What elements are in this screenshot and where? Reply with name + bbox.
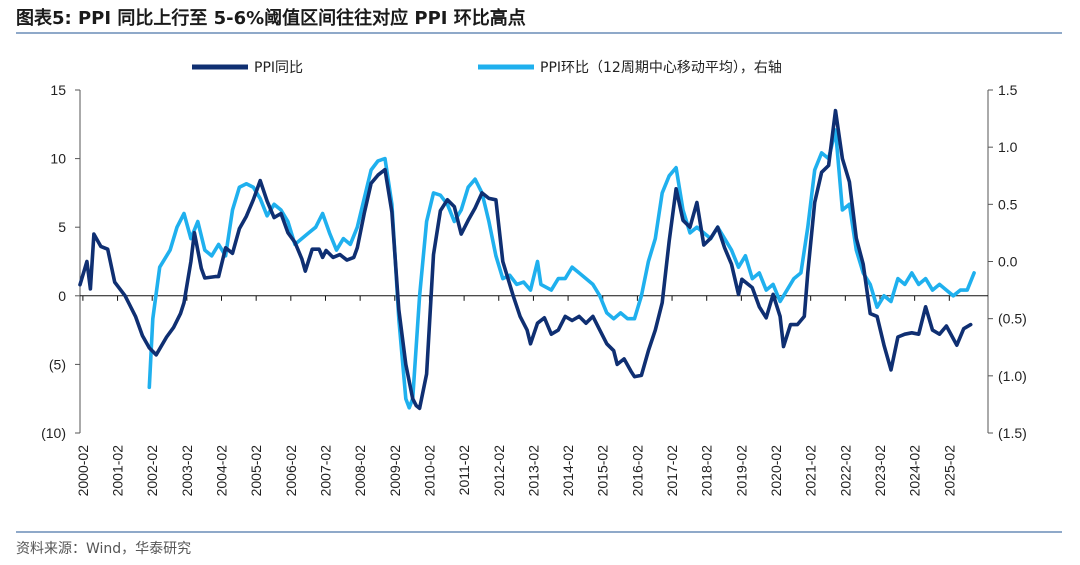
x-tick-label: 2011-02 — [456, 445, 472, 496]
left-tick-label: (5) — [49, 356, 66, 372]
series-line-ppi-yoy — [78, 108, 973, 411]
x-tick-label: 2001-02 — [110, 445, 126, 497]
x-tick-label: 2009-02 — [387, 445, 403, 497]
x-tick-label: 2002-02 — [144, 445, 160, 497]
top-divider — [16, 32, 1062, 34]
right-tick-label: (1.5) — [998, 425, 1027, 441]
right-tick-label: 0.0 — [998, 254, 1018, 270]
axes: 15 10 5 0 (5) (10) 1.5 1.0 0.5 0.0 (0.5) (1.0) (1.5)… — [41, 82, 1027, 496]
right-tick-label: (0.5) — [998, 311, 1027, 327]
x-tick-label: 2014-02 — [560, 445, 576, 497]
x-tick-label: 2018-02 — [699, 445, 715, 497]
x-tick-label: 2016-02 — [629, 445, 645, 497]
legend-label-ppi-mom: PPI环比（12周期中心移动平均），右轴 — [540, 60, 782, 76]
x-tick-label: 2007-02 — [317, 445, 333, 497]
right-tick-label: 0.5 — [998, 196, 1018, 212]
chart: PPI同比 PPI环比（12周期中心移动平均），右轴 15 10 5 0 (5) (10)… — [41, 60, 1027, 496]
x-tick-label: 2022-02 — [837, 445, 853, 497]
x-tick-label: 2019-02 — [733, 445, 749, 497]
x-tick-label: 2023-02 — [872, 445, 888, 497]
x-tick-label: 2005-02 — [248, 445, 264, 497]
x-tick-label: 2003-02 — [179, 445, 195, 497]
x-tick-label: 2000-02 — [75, 445, 91, 497]
legend-label-ppi-yoy: PPI同比 — [254, 60, 303, 76]
left-tick-label: 10 — [50, 151, 66, 167]
x-tick-label: 2012-02 — [491, 445, 507, 497]
x-tick-label: 2020-02 — [768, 445, 784, 497]
plot-area — [78, 108, 976, 411]
x-tick-label: 2004-02 — [214, 445, 230, 497]
x-tick-label: 2015-02 — [595, 445, 611, 497]
x-tick-label: 2024-02 — [907, 445, 923, 497]
right-tick-label: 1.0 — [998, 139, 1018, 155]
x-tick-label: 2010-02 — [421, 445, 437, 497]
figure-title: 图表5: PPI 同比上行至 5-6%阈值区间往往对应 PPI 环比高点 — [16, 8, 526, 29]
bottom-divider — [16, 531, 1062, 533]
series-line-ppi-mom — [147, 128, 976, 410]
left-tick-label: 0 — [58, 288, 66, 304]
right-tick-label: 1.5 — [998, 82, 1018, 98]
x-tick-label: 2025-02 — [941, 445, 957, 497]
left-tick-label: (10) — [41, 425, 66, 441]
x-tick-label: 2021-02 — [803, 445, 819, 497]
x-tick-label: 2017-02 — [664, 445, 680, 497]
x-tick-label: 2006-02 — [283, 445, 299, 497]
left-tick-label: 5 — [58, 219, 66, 235]
source-note: 资料来源：Wind，华泰研究 — [16, 541, 192, 557]
left-tick-label: 15 — [50, 82, 66, 98]
x-tick-label: 2008-02 — [352, 445, 368, 497]
legend: PPI同比 PPI环比（12周期中心移动平均），右轴 — [192, 60, 782, 76]
right-tick-label: (1.0) — [998, 368, 1027, 384]
x-tick-label: 2013-02 — [525, 445, 541, 497]
